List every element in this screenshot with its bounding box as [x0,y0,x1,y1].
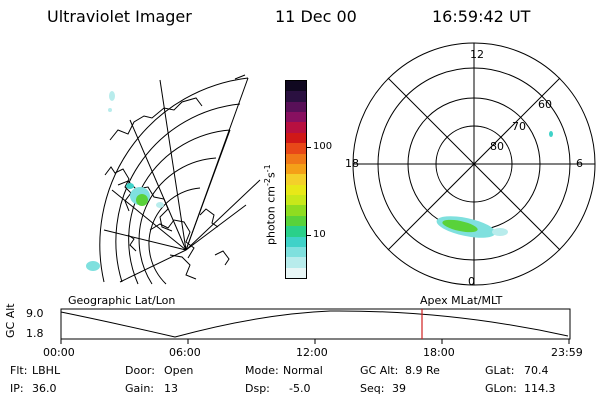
gain-label: Gain: [125,382,154,395]
colorbar-tick-mark-10 [306,235,311,236]
axis-gc: GC [4,321,17,338]
colorbar-segment [286,246,306,258]
gain-value: 13 [164,382,178,395]
timeline-xtick-3: 18:00 [423,346,455,359]
gcalt-label: GC Alt: [360,364,399,377]
ip-value: 36.0 [32,382,57,395]
mlat-label-70: 70 [512,120,526,133]
mlat-label-80: 80 [490,140,504,153]
geographic-label: Geographic Lat/Lon [68,294,176,307]
time-label: 16:59:42 UT [432,7,531,26]
colorbar-tick-100: 100 [313,141,333,152]
colorbar-segment [286,236,306,247]
glon-value: 114.3 [524,382,556,395]
mode-value: Normal [283,364,323,377]
glat-label: GLat: [485,364,515,377]
mlat-label-60: 60 [538,98,552,111]
colorbar-segment [286,132,306,144]
colorbar-segment [286,101,306,112]
apex-label: Apex MLat/MLT [420,294,503,307]
timeline-ytick-1-8: 1.8 [26,327,44,340]
colorbar-segment [286,174,306,185]
glon-label: GLon: [485,382,517,395]
mlt-label-18: 18 [345,157,359,170]
mode-label: Mode: [245,364,279,377]
colorbar-tick-mark-100 [306,147,311,148]
gcalt-value: 8.9 Re [405,364,440,377]
colorbar-segment [286,143,306,154]
colorbar-segment [286,195,306,206]
door-value: Open [164,364,194,377]
timeline-xtick-0: 00:00 [43,346,75,359]
axis-alt: Alt [4,303,17,319]
colorbar-segment [286,80,306,92]
timeline-ytick-9: 9.0 [26,307,44,320]
timeline-xtick-2: 12:00 [296,346,328,359]
colorbar-segment [286,267,306,278]
colorbar-segment [286,91,306,102]
seq-label: Seq: [360,382,385,395]
mlt-label-0: 0 [468,275,475,288]
ip-label: IP: [10,382,24,395]
colorbar [285,80,307,279]
flt-value: LBHL [32,364,61,377]
colorbar-segment [286,226,306,237]
flt-label: Flt: [10,364,28,377]
timeline-axis-label: GC Alt [4,303,17,338]
door-label: Door: [125,364,155,377]
seq-value: 39 [392,382,406,395]
glat-value: 70.4 [524,364,549,377]
colorbar-segment [286,215,306,227]
date-label: 11 Dec 00 [275,7,357,26]
mlt-label-12: 12 [470,48,484,61]
colorbar-tick-10: 10 [313,229,326,240]
instrument-title: Ultraviolet Imager [47,7,192,26]
colorbar-segment [286,112,306,123]
timeline-xtick-4: 23:59 [551,346,583,359]
dsp-value: -5.0 [289,382,311,395]
colorbar-segment [286,163,306,175]
colorbar-segment [286,184,306,195]
timeline-xtick-1: 06:00 [169,346,201,359]
aurora-emission-left [86,91,164,271]
mlt-label-6: 6 [576,157,583,170]
dsp-label: Dsp: [245,382,270,395]
colorbar-segment [286,205,306,216]
aurora-emission-right [436,131,553,238]
colorbar-segment [286,122,306,133]
colorbar-segment [286,257,306,268]
colorbar-segment [286,153,306,164]
